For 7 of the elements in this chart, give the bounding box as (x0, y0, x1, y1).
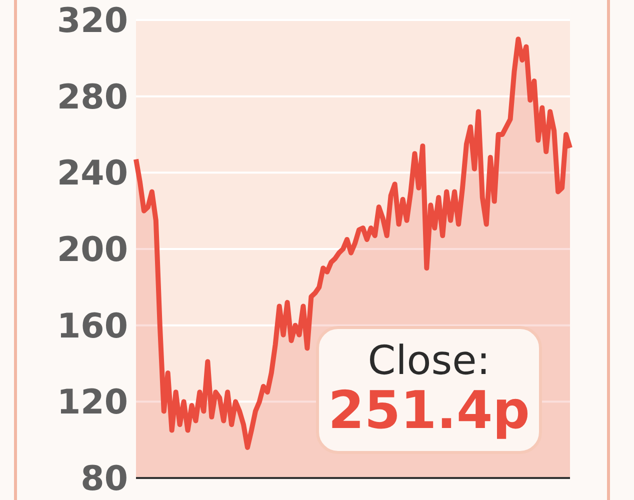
y-tick-label: 80 (80, 459, 128, 500)
y-tick-label: 200 (57, 230, 128, 270)
y-tick-label: 280 (57, 77, 128, 118)
y-tick-label: 120 (57, 382, 128, 423)
y-tick-label: 160 (57, 306, 128, 346)
y-tick-label: 320 (57, 1, 128, 42)
y-tick-label: 240 (57, 154, 128, 194)
